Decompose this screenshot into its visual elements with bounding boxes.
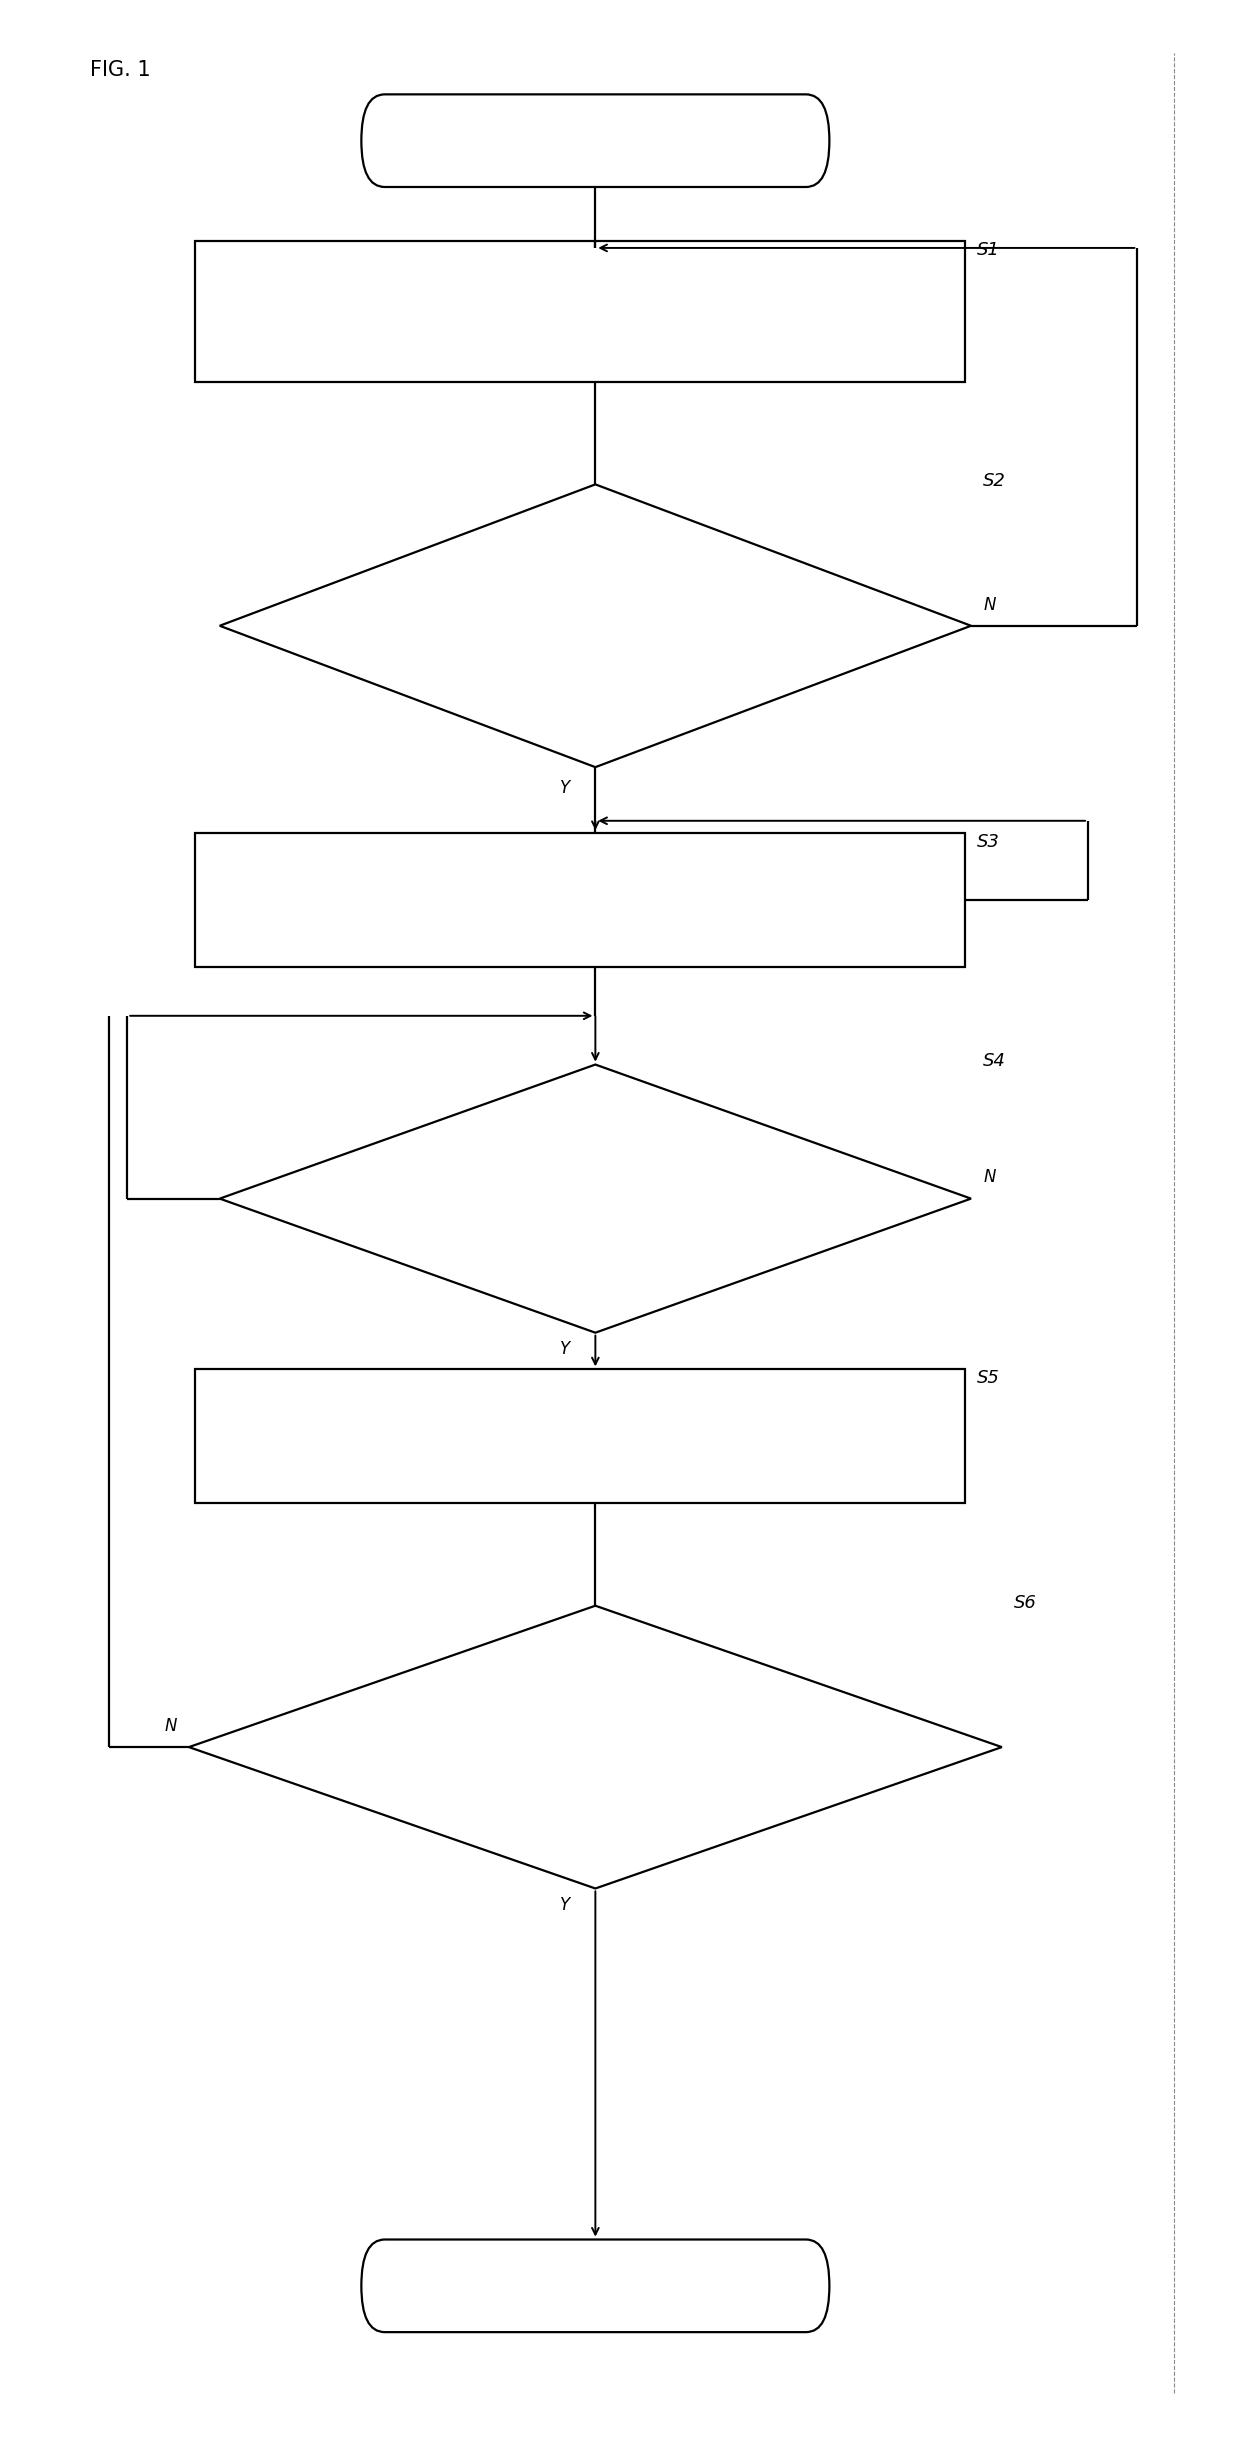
Text: S4: S4: [983, 1052, 1006, 1071]
Polygon shape: [188, 1605, 1002, 1888]
Text: N: N: [983, 1169, 996, 1186]
FancyBboxPatch shape: [361, 95, 830, 186]
Text: Y: Y: [559, 780, 569, 797]
FancyBboxPatch shape: [361, 2241, 830, 2331]
Polygon shape: [219, 484, 971, 768]
Bar: [195, 1370, 965, 1504]
Text: FIG. 1: FIG. 1: [91, 61, 151, 81]
Text: S1: S1: [977, 240, 999, 259]
Text: Y: Y: [559, 1340, 569, 1358]
Text: S3: S3: [977, 834, 999, 851]
Text: N: N: [164, 1717, 176, 1734]
Text: S6: S6: [1014, 1592, 1037, 1612]
Polygon shape: [219, 1064, 971, 1333]
Text: N: N: [983, 594, 996, 614]
Text: Y: Y: [559, 1896, 569, 1913]
Bar: [195, 834, 965, 966]
Text: S2: S2: [983, 472, 1006, 489]
Bar: [195, 240, 965, 382]
Text: S5: S5: [977, 1370, 999, 1387]
